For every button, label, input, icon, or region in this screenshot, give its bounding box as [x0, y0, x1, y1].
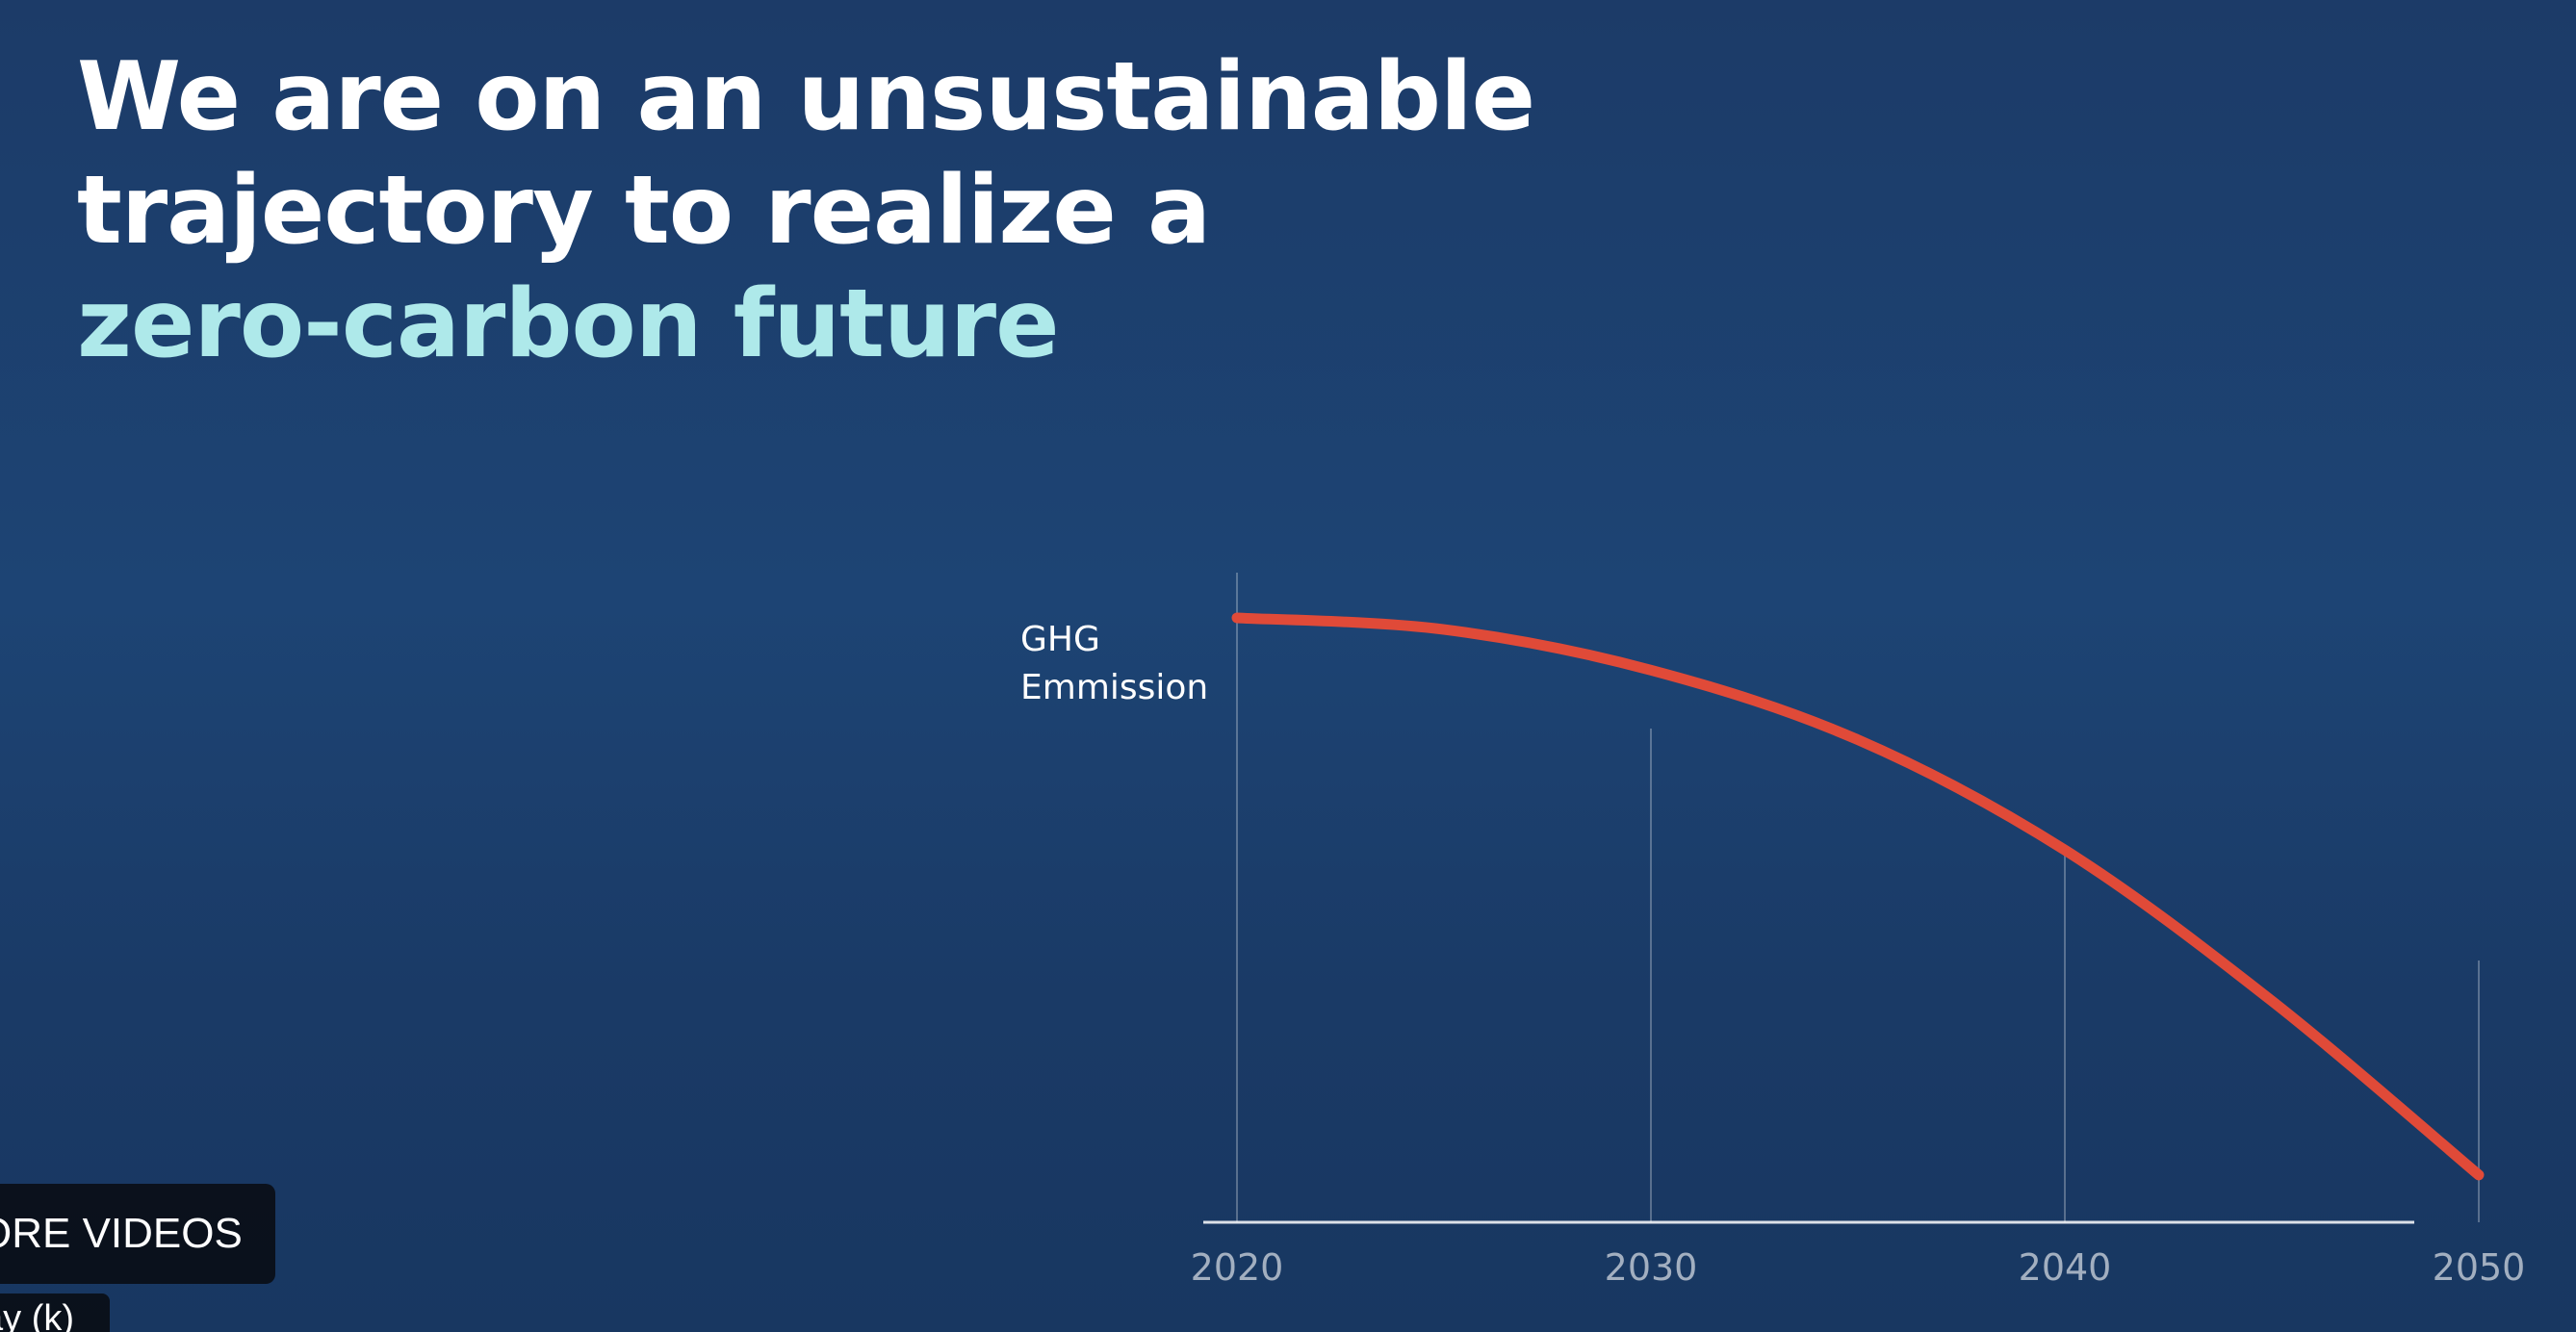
player-tooltip: ay (k)	[0, 1294, 110, 1332]
emission-series-line-1	[1231, 612, 2485, 1181]
headline-line-2: trajectory to realize a	[77, 156, 1211, 266]
x-tick-label-2050: 2050	[2433, 1246, 2526, 1289]
y-axis-label-line-2: Emmission	[1020, 668, 1208, 707]
x-tick-label-2020: 2020	[1191, 1246, 1284, 1289]
player-tooltip-text: ay (k)	[0, 1298, 74, 1332]
x-tick-label-2030: 2030	[1605, 1246, 1698, 1289]
y-axis-label-line-1: GHG	[1020, 620, 1100, 659]
headline-line-1: We are on an unsustainable	[77, 42, 1535, 152]
x-tick-label-2040: 2040	[2019, 1246, 2112, 1289]
slide-headline: We are on an unsustainable trajectory to…	[77, 40, 1535, 381]
more-videos-label: ORE VIDEOS	[0, 1210, 243, 1257]
more-videos-button[interactable]: ORE VIDEOS	[0, 1184, 275, 1284]
headline-accent: zero-carbon future	[77, 269, 1060, 379]
